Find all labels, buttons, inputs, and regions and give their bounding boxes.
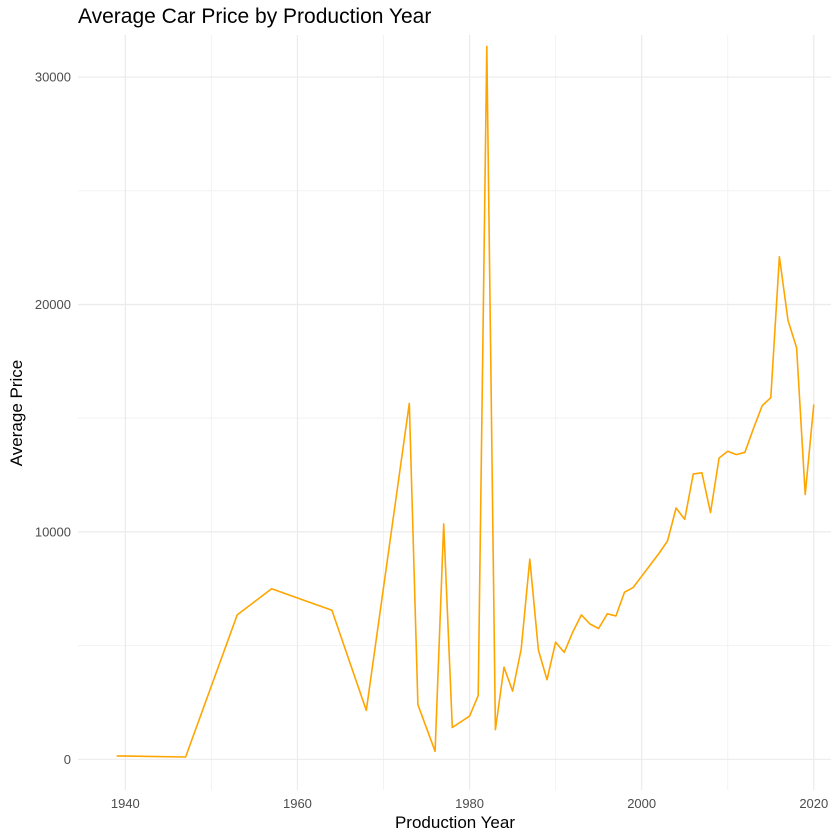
- major-gridlines: [78, 35, 831, 790]
- x-axis-title: Production Year: [395, 813, 515, 832]
- y-tick-label: 20000: [35, 297, 71, 312]
- y-tick-label: 0: [64, 752, 71, 767]
- x-tick-label: 2000: [627, 796, 656, 811]
- y-axis-title: Average Price: [7, 360, 26, 466]
- minor-gridlines: [78, 35, 831, 790]
- chart-title: Average Car Price by Production Year: [78, 5, 432, 28]
- y-axis-ticks: 0 10000 20000 30000: [35, 70, 71, 767]
- series-layer: [116, 45, 815, 758]
- x-tick-label: 1980: [455, 796, 484, 811]
- x-tick-label: 1940: [111, 796, 140, 811]
- y-tick-label: 30000: [35, 70, 71, 85]
- x-tick-label: 2020: [799, 796, 828, 811]
- x-tick-label: 1960: [283, 796, 312, 811]
- y-tick-label: 10000: [35, 524, 71, 539]
- x-axis-ticks: 1940 1960 1980 2000 2020: [111, 796, 828, 811]
- price-series-line: [116, 45, 815, 758]
